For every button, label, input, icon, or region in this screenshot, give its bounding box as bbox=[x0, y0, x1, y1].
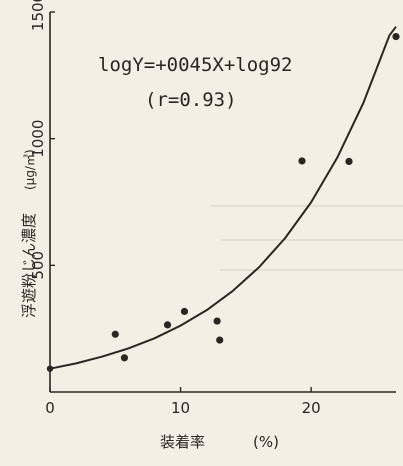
data-points bbox=[46, 32, 400, 372]
x-tick-label: 0 bbox=[45, 399, 55, 417]
y-tick-label: 500 bbox=[29, 251, 47, 280]
data-point bbox=[392, 32, 400, 41]
regression-equation: logY=+0045X+log92 bbox=[98, 54, 292, 76]
x-axis-unit: (%) bbox=[253, 433, 279, 451]
background-ghost-lines bbox=[210, 205, 403, 271]
axes bbox=[49, 12, 396, 393]
x-tick-label: 20 bbox=[302, 399, 321, 417]
correlation-coefficient: (r=0.93) bbox=[145, 89, 237, 111]
y-axis-title: 浮遊粉じん濃度 bbox=[20, 213, 38, 318]
data-point bbox=[216, 336, 224, 344]
data-point bbox=[163, 321, 172, 329]
data-point bbox=[213, 317, 221, 325]
x-tick-label: 10 bbox=[171, 399, 190, 417]
fit-curve bbox=[49, 26, 397, 370]
y-axis-unit: (μg/㎥) bbox=[23, 149, 37, 190]
data-point bbox=[345, 157, 353, 166]
ticks: 0 10 20 500 1000 1500 bbox=[29, 0, 321, 417]
curve-start-point bbox=[46, 365, 54, 372]
y-tick-label: 1500 bbox=[29, 0, 47, 31]
fit-curve-group bbox=[49, 26, 397, 370]
axis-titles: 装着率 (%) 浮遊粉じん濃度 (μg/㎥) bbox=[20, 149, 279, 451]
x-axis-title: 装着率 bbox=[160, 433, 205, 451]
data-point bbox=[180, 307, 189, 316]
data-point bbox=[111, 330, 119, 338]
y-tick-label: 1000 bbox=[29, 120, 47, 158]
annotation-group: logY=+0045X+log92 (r=0.93) bbox=[98, 54, 292, 111]
data-point bbox=[298, 157, 306, 165]
data-point bbox=[120, 354, 129, 362]
